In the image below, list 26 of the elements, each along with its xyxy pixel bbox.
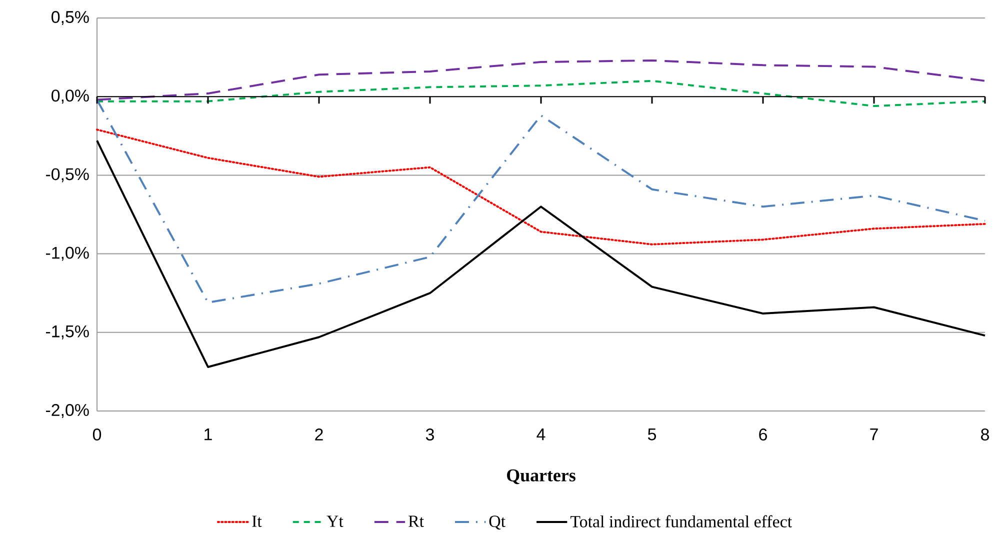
x-tick-label: 1 xyxy=(204,428,212,440)
line-series xyxy=(96,140,986,368)
x-tick-label: 5 xyxy=(648,428,656,440)
x-tick-label: 3 xyxy=(426,428,434,441)
x-tick-label: 2 xyxy=(315,428,323,440)
y-tick-label: 0,0% xyxy=(52,90,89,104)
x-tick-label: 0 xyxy=(92,428,102,441)
x-tick-label: 7 xyxy=(870,428,878,440)
y-tick-label: -0,5% xyxy=(46,168,89,182)
y-tick-label: 0,5% xyxy=(52,11,89,25)
y-tick-label: -1,5% xyxy=(46,325,89,340)
x-axis-title: Quarters xyxy=(507,469,576,484)
legend-label: Qt xyxy=(489,516,506,530)
legend-label: Rt xyxy=(408,516,424,527)
line-series xyxy=(96,98,986,304)
line-series xyxy=(96,59,986,101)
legend-label: It xyxy=(252,516,262,527)
y-tick-label: -1,0% xyxy=(46,246,89,261)
x-tick-label: 8 xyxy=(981,428,989,441)
x-tick-label: 6 xyxy=(759,428,767,441)
legend-label: Yt xyxy=(326,516,344,527)
line-series xyxy=(96,80,986,108)
line-series xyxy=(96,128,986,246)
y-tick-label: -2,0% xyxy=(46,404,89,418)
x-tick-label: 4 xyxy=(536,428,546,440)
legend-label: Total indirect fundamental effect xyxy=(570,515,792,528)
